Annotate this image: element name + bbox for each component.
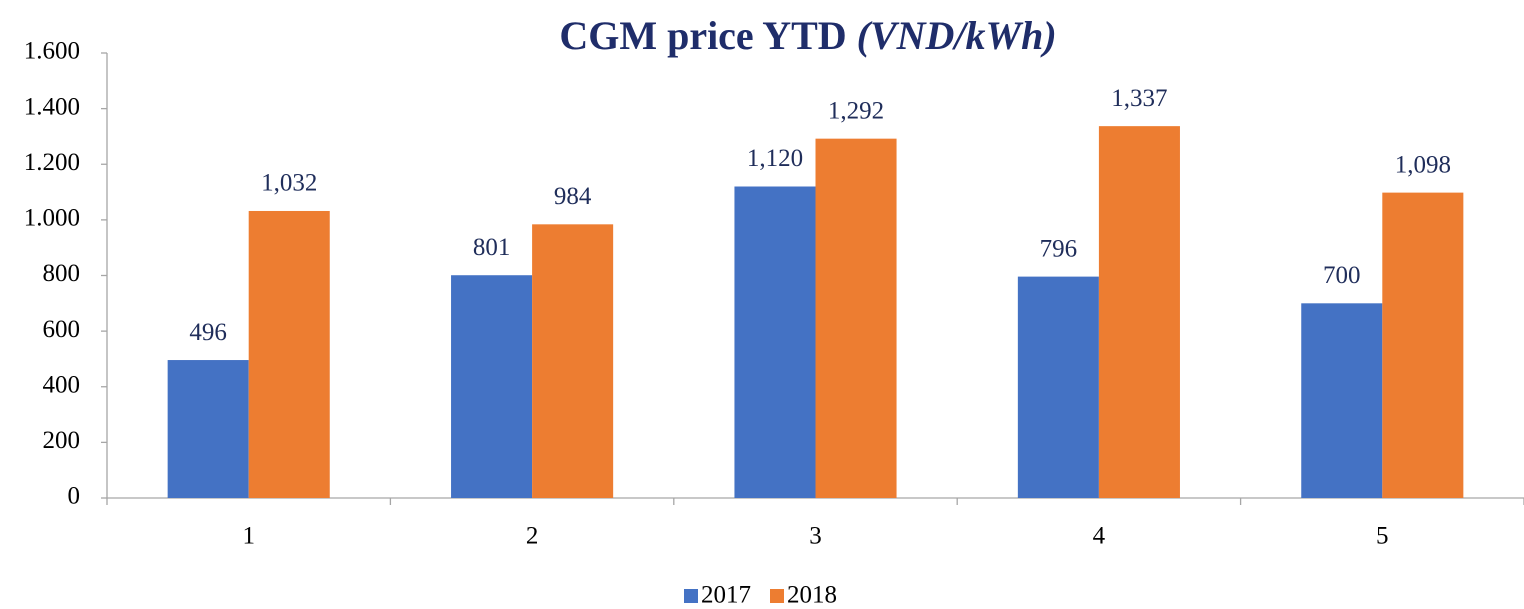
y-tick-label: 1.600 bbox=[24, 38, 80, 65]
title-main: CGM price YTD bbox=[559, 13, 846, 58]
bar bbox=[1017, 276, 1099, 498]
bar bbox=[815, 138, 897, 498]
title-unit: (VND/kWh) bbox=[857, 13, 1057, 58]
legend-swatch bbox=[770, 589, 784, 603]
data-label: 700 bbox=[1323, 262, 1361, 289]
bar bbox=[532, 224, 614, 498]
x-tick-label: 4 bbox=[1093, 523, 1106, 550]
bar bbox=[248, 210, 330, 498]
data-label: 984 bbox=[554, 183, 592, 210]
x-tick-label: 5 bbox=[1376, 523, 1389, 550]
bar bbox=[451, 275, 533, 498]
y-tick-label: 1.400 bbox=[24, 93, 80, 120]
data-label: 796 bbox=[1040, 235, 1078, 262]
data-label: 1,032 bbox=[261, 170, 317, 197]
x-tick-label: 1 bbox=[242, 523, 255, 550]
y-tick-label: 200 bbox=[43, 427, 81, 454]
bar bbox=[734, 186, 816, 498]
data-label: 801 bbox=[473, 234, 511, 261]
data-label: 1,098 bbox=[1395, 151, 1451, 178]
y-tick-label: 600 bbox=[43, 316, 81, 343]
bar bbox=[1301, 303, 1383, 498]
y-tick-label: 800 bbox=[43, 260, 81, 287]
legend-swatch bbox=[684, 589, 698, 603]
y-tick-label: 0 bbox=[68, 483, 81, 510]
y-tick-label: 1.200 bbox=[24, 149, 80, 176]
data-label: 1,120 bbox=[747, 145, 803, 172]
y-tick-label: 400 bbox=[43, 371, 81, 398]
legend-label: 2018 bbox=[787, 582, 837, 609]
bar bbox=[167, 360, 249, 498]
data-label: 496 bbox=[189, 319, 227, 346]
x-tick-label: 3 bbox=[809, 523, 822, 550]
y-tick-label: 1.000 bbox=[24, 205, 80, 232]
x-tick-label: 2 bbox=[526, 523, 539, 550]
bar bbox=[1382, 192, 1464, 498]
legend-label: 2017 bbox=[701, 582, 751, 609]
data-label: 1,337 bbox=[1111, 85, 1167, 112]
chart-title: CGM price YTD (VND/kWh) bbox=[559, 13, 1056, 58]
data-label: 1,292 bbox=[828, 97, 884, 124]
bar bbox=[1098, 126, 1180, 498]
